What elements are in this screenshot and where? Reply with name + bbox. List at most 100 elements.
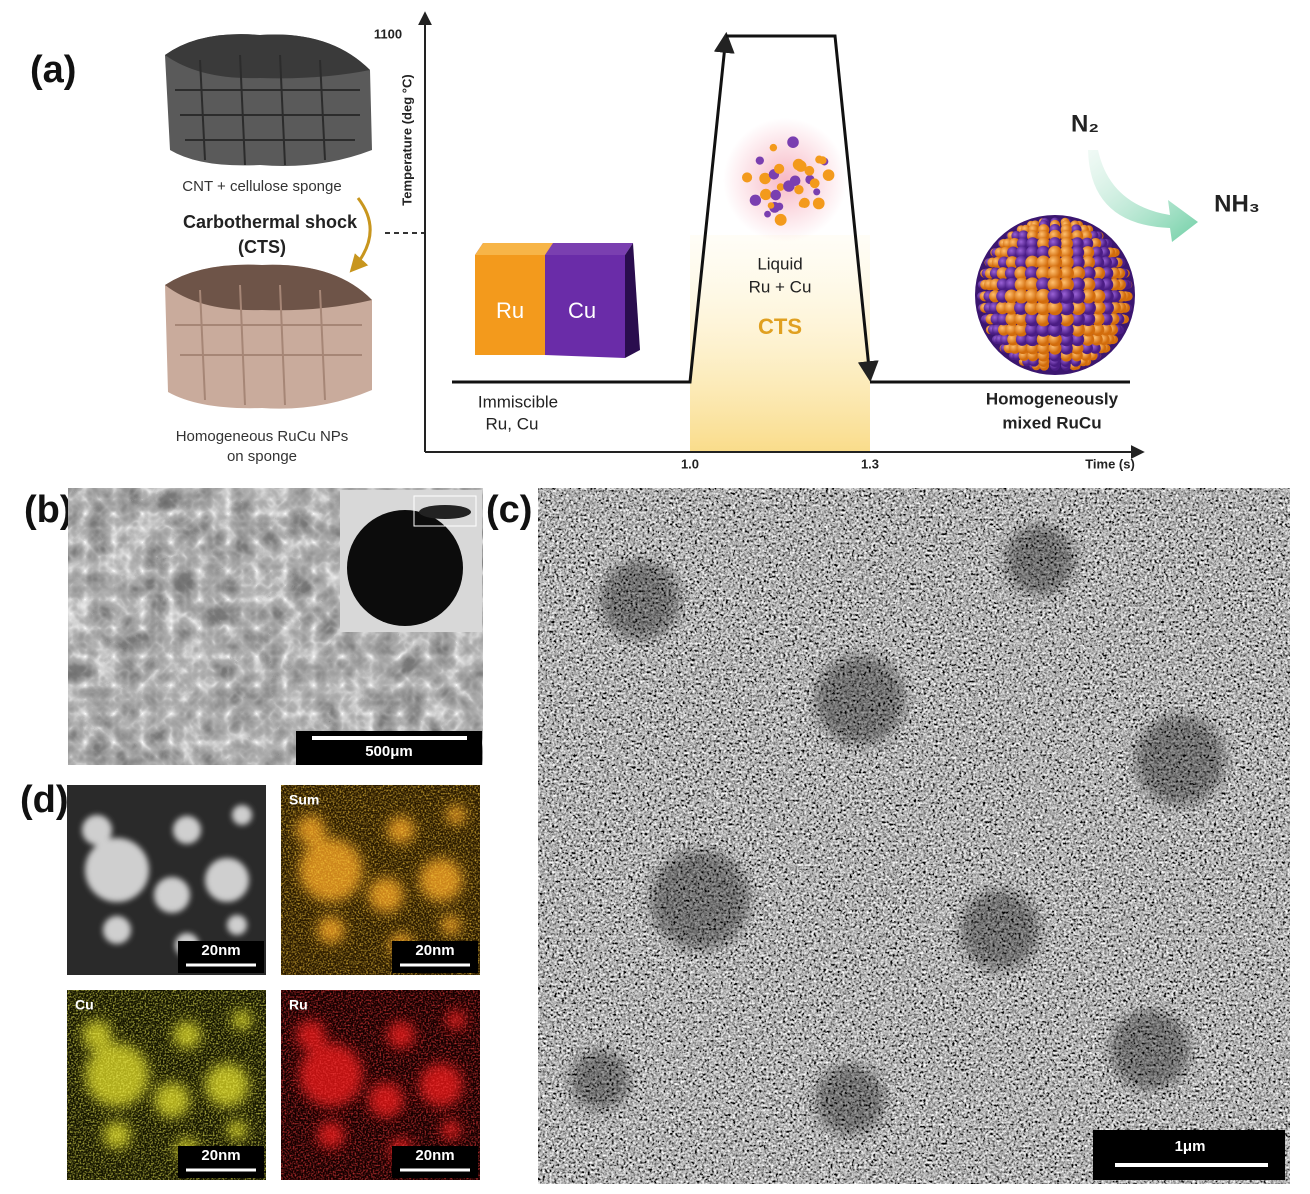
atom [799, 197, 810, 209]
panel-label: (a) [30, 49, 76, 91]
atom [794, 185, 804, 195]
atom [1025, 277, 1040, 292]
decoration [570, 525, 1225, 1135]
particle [173, 816, 201, 844]
atom [1059, 300, 1075, 316]
process-arrow [349, 197, 372, 273]
atom [1036, 277, 1051, 293]
atom [1091, 277, 1105, 292]
reactant: N₂ [1071, 110, 1099, 137]
particle [85, 838, 149, 902]
atom [1005, 256, 1019, 269]
atom [1059, 277, 1074, 293]
state-label: Homogeneously [986, 389, 1119, 408]
scale-bar-box [178, 941, 264, 973]
state-label: Ru, Cu [486, 414, 539, 433]
caption: Homogeneous RuCu NPs [176, 428, 349, 445]
atom [1047, 255, 1063, 270]
atom [1047, 300, 1063, 316]
atom [776, 183, 785, 191]
atom [1036, 266, 1051, 281]
atom [1091, 312, 1105, 326]
atom [1081, 300, 1096, 315]
eds-map: Ru 20nm [281, 990, 480, 1180]
scale-bar-box [178, 1146, 264, 1178]
atom [1005, 323, 1019, 337]
atom [1070, 300, 1086, 316]
atom [755, 156, 764, 165]
atom [775, 216, 782, 223]
process-label: Carbothermal shock [183, 212, 358, 232]
liquid-glow [723, 118, 847, 242]
atom [1089, 342, 1101, 354]
atom [1024, 300, 1040, 316]
atom [813, 188, 821, 196]
decoration [175, 284, 362, 406]
scale-bar-label: 20nm [201, 1147, 240, 1164]
atom [1036, 322, 1051, 337]
atom [1036, 332, 1051, 347]
atom [1008, 237, 1021, 250]
element-label: Ru [496, 298, 524, 323]
atom [1070, 277, 1085, 292]
atom [1025, 255, 1040, 270]
decoration [960, 890, 1040, 970]
element-label: Cu [75, 997, 94, 1013]
atom [1070, 245, 1085, 260]
atom [760, 188, 772, 201]
product: NH₃ [1214, 190, 1260, 217]
atom [1047, 322, 1063, 337]
scale-bar-label: 1μm [1175, 1138, 1206, 1155]
atom [1016, 237, 1029, 250]
atom [1015, 255, 1029, 270]
scale-bar-label: 500μm [365, 743, 413, 760]
atom [1081, 323, 1096, 337]
atom [1070, 311, 1085, 327]
atom [1059, 288, 1075, 304]
atom [1007, 246, 1020, 259]
decoration [475, 255, 545, 355]
element-label: Ru [289, 997, 308, 1013]
state-label: mixed RuCu [1002, 413, 1101, 432]
atom [1081, 266, 1096, 281]
panel-label: (c) [486, 489, 532, 531]
atom [1014, 266, 1029, 281]
ru-cu-block [475, 243, 640, 358]
scale-bar-box [392, 941, 478, 973]
atom [804, 165, 815, 176]
decoration [570, 1050, 630, 1110]
caption: CNT + cellulose sponge [182, 178, 341, 195]
atom [1048, 332, 1062, 347]
atom [1091, 323, 1105, 337]
atom [789, 138, 799, 147]
state-label: Immiscible [478, 392, 558, 411]
atom [769, 143, 778, 152]
atom [770, 189, 782, 201]
atom [1004, 289, 1019, 304]
eds-maps: 20nm Sum 20nm Cu 20nm Ru 20nm [67, 785, 480, 1180]
atom [1036, 255, 1051, 270]
panel-label: (b) [24, 489, 73, 531]
atom [1070, 288, 1086, 304]
atom [1014, 323, 1029, 337]
atom [818, 156, 827, 165]
atom [1047, 266, 1063, 281]
atom [759, 172, 771, 185]
atom [1014, 289, 1029, 304]
nanoparticle-atoms [977, 217, 1133, 371]
atom [1005, 312, 1019, 326]
panel-label: (d) [20, 779, 69, 821]
y-axis-label: Temperature (deg °C) [399, 74, 414, 205]
decoration [165, 34, 370, 79]
particles [82, 805, 252, 957]
x-tick-label: 1.3 [861, 456, 879, 471]
atom [1025, 311, 1040, 327]
atom [1007, 333, 1020, 346]
atom [767, 202, 775, 209]
atom [1089, 237, 1102, 250]
atom [1024, 288, 1040, 304]
atom [1025, 245, 1040, 260]
atom [1081, 333, 1095, 346]
atom [1081, 312, 1096, 327]
